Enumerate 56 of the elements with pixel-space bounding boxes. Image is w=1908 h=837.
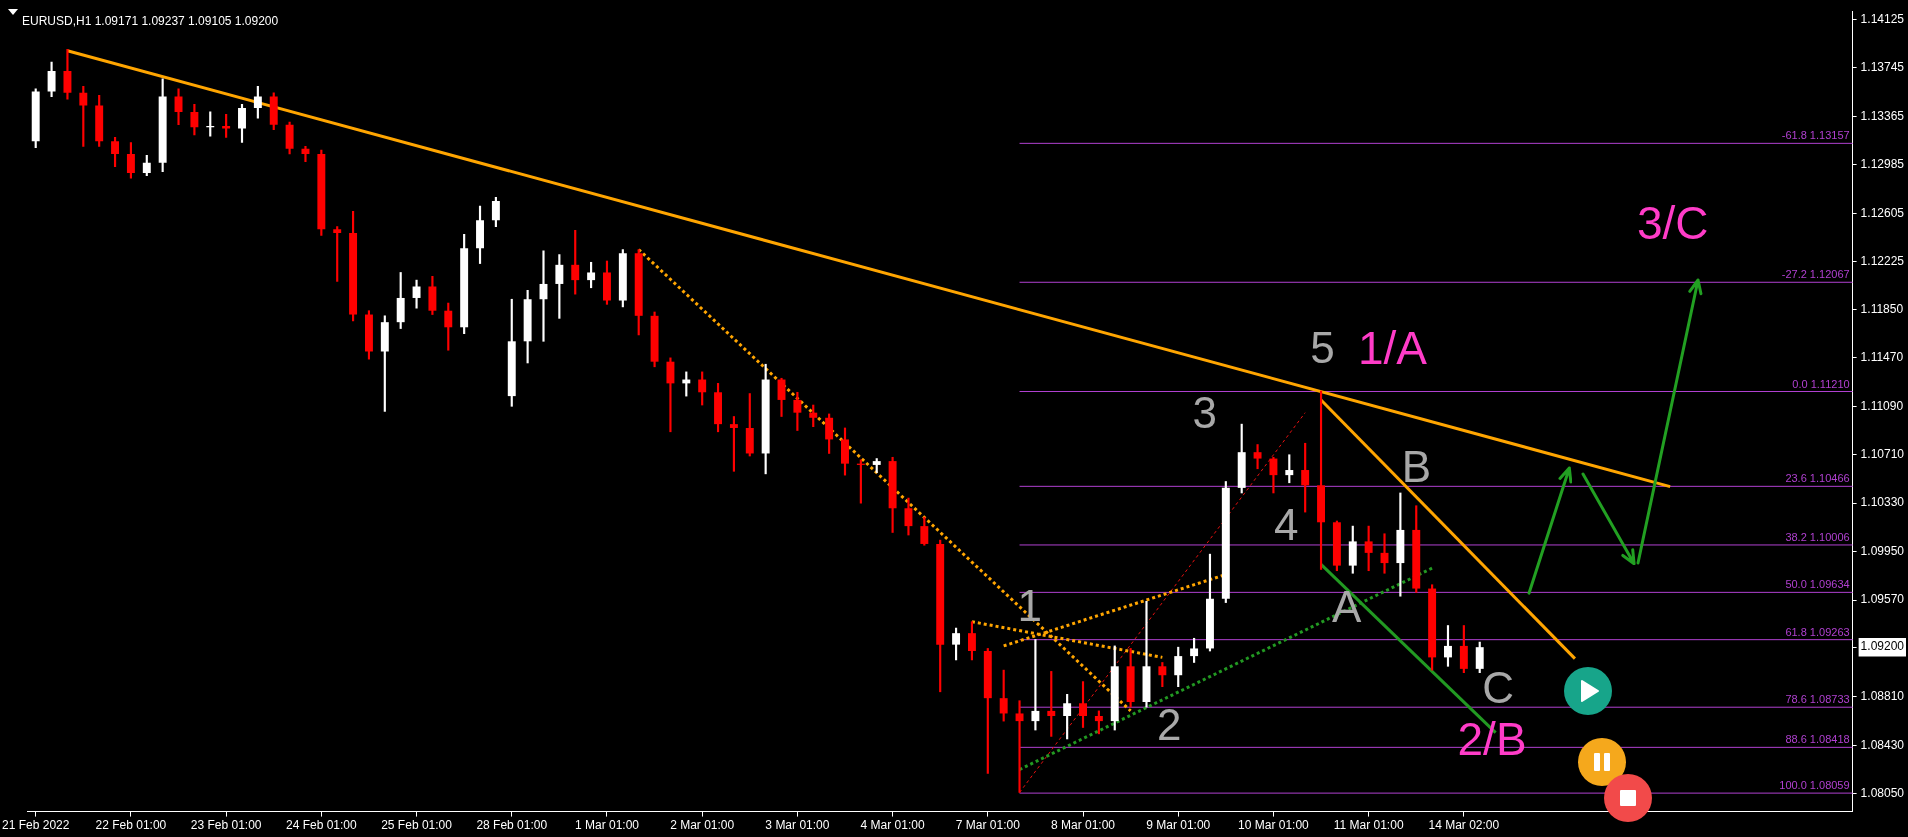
y-tick-label: 1.13745: [1860, 60, 1905, 75]
y-tick-label: 1.09200: [1860, 639, 1905, 654]
ref-line-label: -61.8 1.13157: [1781, 129, 1850, 142]
ref-line-label: 88.6 1.08418: [1785, 733, 1850, 746]
x-tick-label: 9 Mar 01:00: [1146, 818, 1211, 833]
y-tick-label: 1.10710: [1860, 447, 1905, 462]
annotation: 2: [1156, 700, 1182, 750]
x-tick-label: 1 Mar 01:00: [574, 818, 640, 833]
y-tick-label: 1.09950: [1860, 543, 1905, 558]
candlestick: [666, 357, 675, 433]
y-tick-label: 1.12985: [1860, 157, 1905, 172]
annotation: 4: [1273, 500, 1299, 550]
y-tick-label: 1.11470: [1860, 350, 1904, 365]
y-tick-label: 1.12605: [1860, 205, 1905, 220]
annotation: 1: [1017, 580, 1042, 630]
x-tick-label: 3 Mar 01:00: [765, 818, 830, 833]
x-tick-label: 25 Feb 01:00: [381, 818, 453, 833]
ref-line-label: 100.0 1.08059: [1779, 779, 1850, 792]
y-tick-label: 1.09570: [1860, 592, 1905, 607]
x-tick-label: 23 Feb 01:00: [190, 818, 262, 833]
ref-line-label: 78.6 1.08733: [1785, 693, 1850, 706]
x-tick-label: 24 Feb 01:00: [285, 818, 358, 833]
annotation: 3/C: [1636, 197, 1709, 250]
y-tick-label: 1.08810: [1860, 689, 1905, 704]
annotation: C: [1482, 662, 1514, 712]
ref-line-label: 38.2 1.10006: [1785, 530, 1850, 543]
candlestick: [1253, 444, 1262, 470]
x-tick-label: 22 Feb 01:00: [95, 818, 167, 833]
x-tick-label: 28 Feb 01:00: [476, 818, 548, 833]
y-tick-label: 1.11850: [1860, 301, 1904, 316]
y-tick-label: 1.11090: [1860, 398, 1904, 413]
chart-title: EURUSD,H1 1.09171 1.09237 1.09105 1.09200: [22, 13, 279, 28]
ref-line-label: 0.0 1.11210: [1792, 377, 1850, 390]
ref-line-label: 61.8 1.09263: [1785, 625, 1850, 638]
y-tick-label: 1.13365: [1860, 108, 1905, 123]
y-tick-label: 1.08430: [1860, 737, 1905, 752]
annotation: 1/A: [1357, 321, 1428, 374]
annotation: 3: [1192, 387, 1217, 437]
candlestick: [1015, 700, 1024, 793]
x-tick-label: 11 Mar 01:00: [1333, 818, 1404, 833]
y-tick-label: 1.14125: [1860, 11, 1905, 26]
x-tick-label: 7 Mar 01:00: [955, 818, 1021, 833]
annotation: B: [1401, 441, 1432, 491]
annotation: 5: [1310, 323, 1335, 373]
x-tick-label: 10 Mar 01:00: [1238, 818, 1310, 833]
x-tick-label: 2 Mar 01:00: [670, 818, 735, 833]
x-tick-label: 21 Feb 2022: [2, 818, 70, 833]
x-tick-label: 8 Mar 01:00: [1050, 818, 1116, 833]
ref-line-label: 23.6 1.10466: [1785, 472, 1850, 485]
x-tick-label: 4 Mar 01:00: [860, 818, 925, 833]
ref-line-label: 50.0 1.09634: [1785, 578, 1850, 591]
y-tick-label: 1.08050: [1860, 786, 1905, 801]
y-tick-label: 1.12225: [1860, 253, 1905, 268]
y-tick-label: 1.10330: [1860, 495, 1905, 510]
ref-line-label: -27.2 1.12067: [1781, 268, 1850, 281]
x-tick-label: 14 Mar 02:00: [1428, 818, 1500, 833]
